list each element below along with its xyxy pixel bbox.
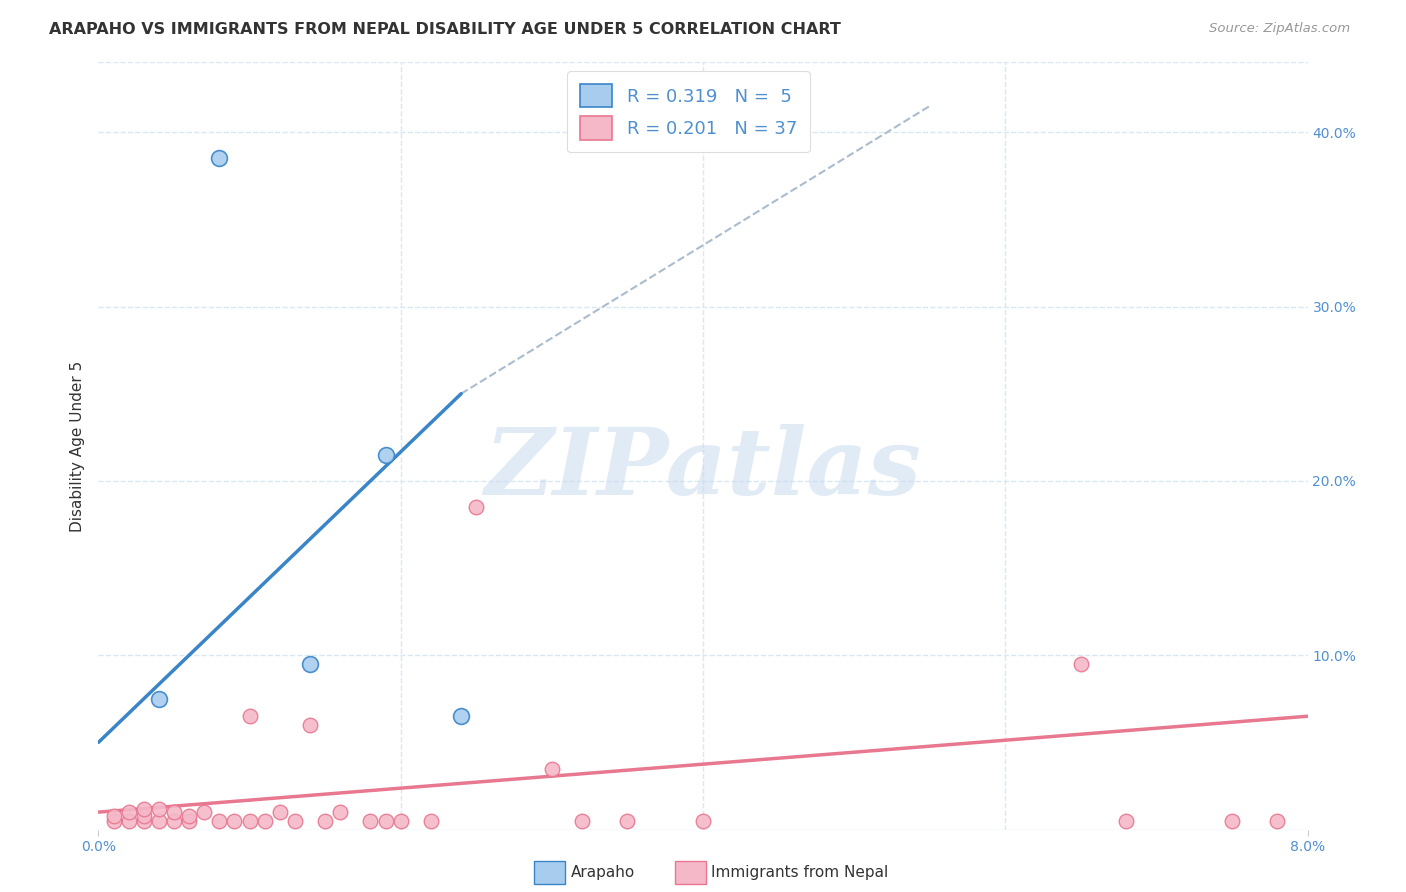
Point	[118, 805, 141, 819]
Point	[132, 808, 155, 822]
Point	[1267, 814, 1289, 828]
Point	[163, 805, 186, 819]
Point	[450, 709, 472, 723]
Point	[299, 657, 322, 671]
Point	[148, 691, 170, 706]
Point	[208, 151, 231, 165]
Point	[420, 814, 443, 828]
Point	[179, 808, 201, 822]
Point	[540, 762, 562, 776]
Y-axis label: Disability Age Under 5: Disability Age Under 5	[69, 360, 84, 532]
Point	[239, 814, 262, 828]
Text: ARAPAHO VS IMMIGRANTS FROM NEPAL DISABILITY AGE UNDER 5 CORRELATION CHART: ARAPAHO VS IMMIGRANTS FROM NEPAL DISABIL…	[49, 22, 841, 37]
Point	[148, 814, 170, 828]
Point	[148, 802, 170, 816]
Point	[374, 814, 396, 828]
Text: ZIPatlas: ZIPatlas	[485, 424, 921, 514]
Point	[269, 805, 291, 819]
Point	[314, 814, 336, 828]
Point	[284, 814, 307, 828]
Point	[118, 814, 141, 828]
Point	[299, 718, 322, 732]
Point	[692, 814, 714, 828]
Point	[253, 814, 276, 828]
Text: Immigrants from Nepal: Immigrants from Nepal	[711, 865, 889, 880]
Point	[1115, 814, 1137, 828]
Point	[208, 814, 231, 828]
Point	[1070, 657, 1092, 671]
Text: Arapaho: Arapaho	[571, 865, 636, 880]
Point	[239, 709, 262, 723]
Point	[616, 814, 638, 828]
Point	[571, 814, 593, 828]
Point	[132, 814, 155, 828]
Point	[360, 814, 382, 828]
Point	[179, 814, 201, 828]
Point	[329, 805, 352, 819]
Point	[374, 448, 396, 462]
Point	[163, 814, 186, 828]
Point	[103, 808, 125, 822]
Point	[1220, 814, 1243, 828]
Point	[224, 814, 246, 828]
Text: Source: ZipAtlas.com: Source: ZipAtlas.com	[1209, 22, 1350, 36]
Legend: R = 0.319   N =  5, R = 0.201   N = 37: R = 0.319 N = 5, R = 0.201 N = 37	[567, 71, 810, 153]
Point	[193, 805, 215, 819]
Point	[389, 814, 412, 828]
Point	[103, 814, 125, 828]
Point	[132, 802, 155, 816]
Point	[465, 500, 488, 514]
